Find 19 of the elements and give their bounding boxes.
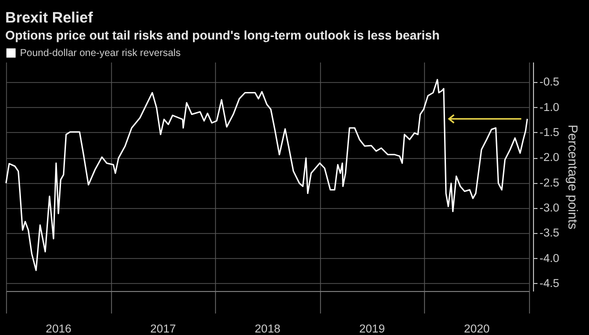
y-tick-label: -3.0 xyxy=(540,202,560,214)
y-tick-label: -4.0 xyxy=(540,252,560,265)
y-tick-label: -2.5 xyxy=(540,177,560,190)
line-series xyxy=(5,78,528,272)
y-tick-label: -2.0 xyxy=(540,152,560,164)
x-tick-label: 2020 xyxy=(464,324,490,335)
x-tick-label: 2019 xyxy=(359,324,385,335)
chart-title: Brexit Relief xyxy=(5,10,94,26)
y-tick-label: -1.0 xyxy=(540,102,560,114)
y-tick-label: -1.5 xyxy=(540,126,560,139)
x-tick-label: 2016 xyxy=(46,324,72,335)
x-tick-label: 2017 xyxy=(150,324,176,335)
chart-subtitle: Options price out tail risks and pound's long-term outlook is less bearish xyxy=(5,28,440,42)
x-tick-label: 2018 xyxy=(254,324,280,335)
y-tick-label: -3.5 xyxy=(540,228,560,240)
legend-label: Pound-dollar one-year risk reversals xyxy=(20,48,181,59)
y-axis-title: Percentage points xyxy=(565,124,580,230)
y-tick-label: -4.5 xyxy=(540,278,560,290)
y-tick-label: -0.5 xyxy=(540,76,560,89)
